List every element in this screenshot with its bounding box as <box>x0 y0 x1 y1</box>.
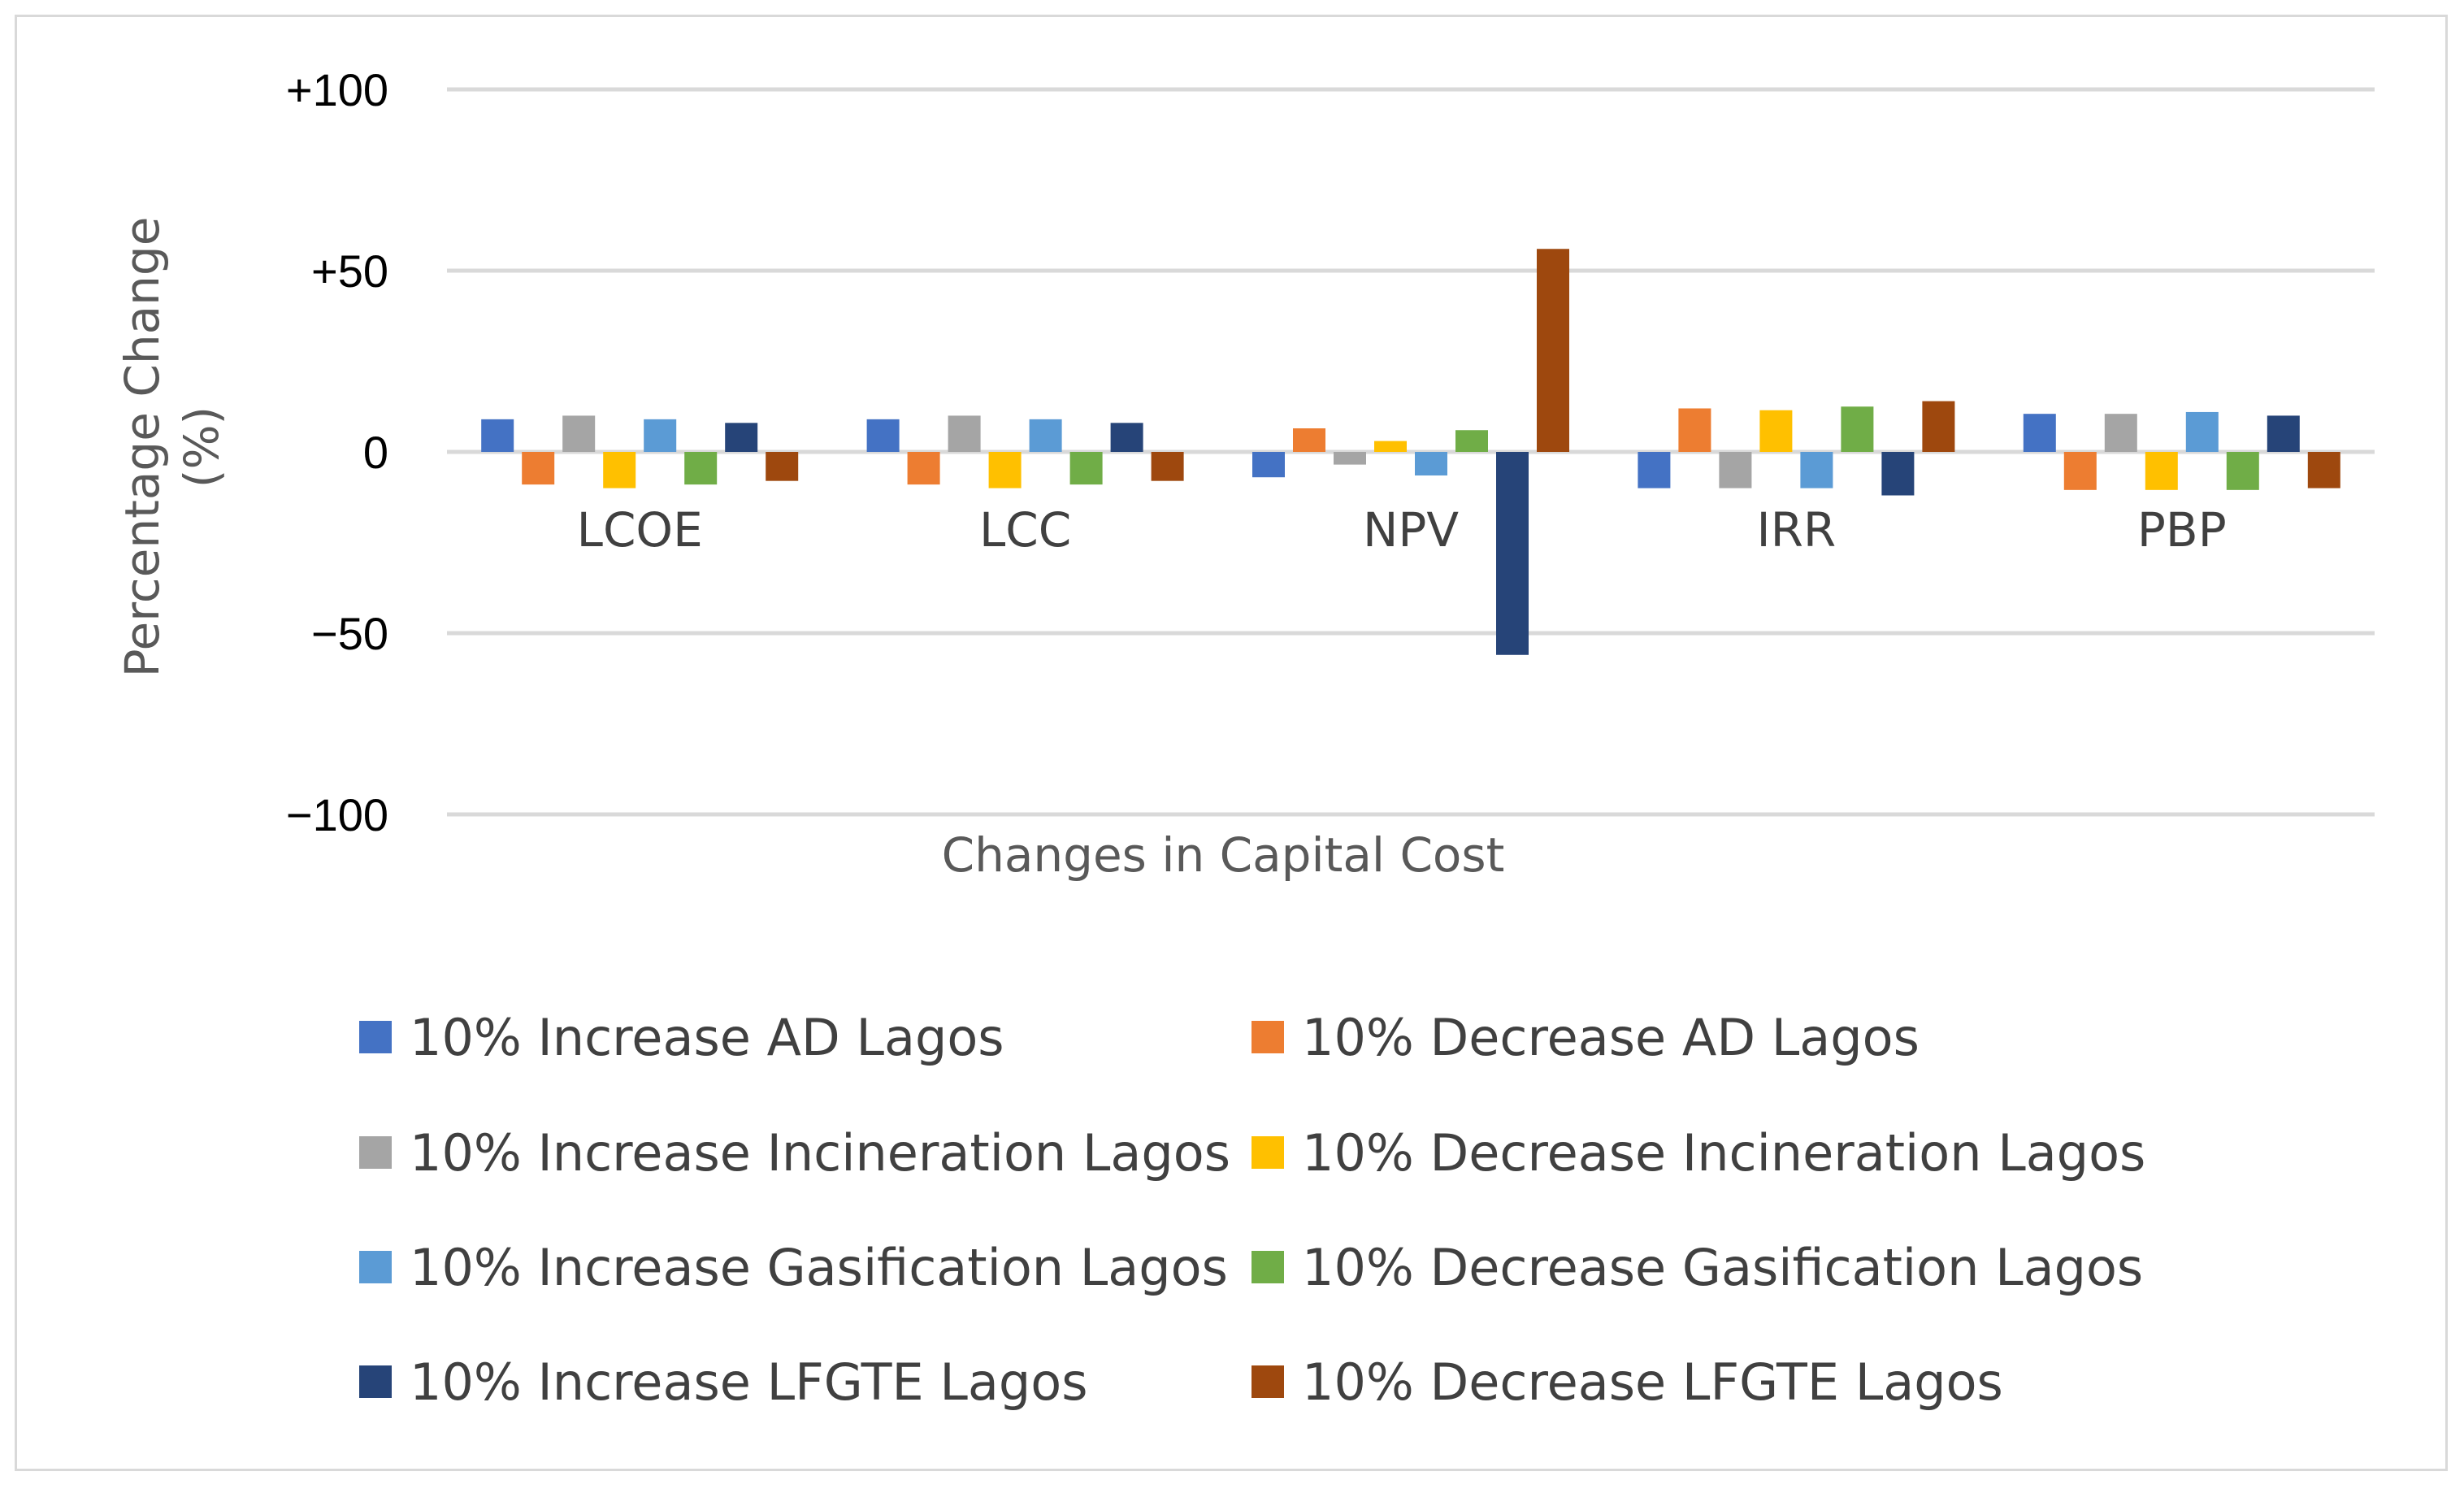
legend-label: 10% Decrease Gasification Lagos <box>1302 1238 2143 1297</box>
category-labels: LCOE LCC NPV IRR PBP <box>577 502 2227 558</box>
bar-lcoe-series-8 <box>766 452 799 481</box>
bar-pbp-series-7 <box>2267 415 2300 452</box>
bar-npv-series-2 <box>1293 428 1325 452</box>
chart-frame <box>15 15 2448 1471</box>
legend-label: 10% Increase LFGTE Lagos <box>410 1352 1088 1412</box>
legend-swatch <box>359 1136 392 1169</box>
bar-lcoe-series-5 <box>644 419 677 452</box>
bar-irr-series-8 <box>1922 401 1955 452</box>
y-tick-label: −50 <box>311 608 388 659</box>
legend-swatch <box>359 1251 392 1283</box>
bar-pbp-series-8 <box>2307 452 2340 488</box>
legend-swatch <box>359 1365 392 1398</box>
bar-lcc-series-1 <box>866 419 900 452</box>
y-axis-title-line2: (%) <box>174 406 229 488</box>
legend-item: 10% Decrease LFGTE Lagos <box>1252 1352 2003 1412</box>
bar-npv-series-6 <box>1455 430 1488 452</box>
bar-lcc-series-8 <box>1151 452 1184 481</box>
bar-lcoe-series-6 <box>684 452 718 485</box>
bar-npv-series-7 <box>1496 452 1529 655</box>
bar-irr-series-5 <box>1800 452 1833 488</box>
bar-lcc-series-7 <box>1110 423 1143 452</box>
bar-lcc-series-3 <box>948 415 981 452</box>
y-tick-label: 0 <box>363 427 388 478</box>
legend-swatch <box>359 1021 392 1053</box>
bar-irr-series-4 <box>1759 410 1793 452</box>
y-axis-ticks: +100 +50 0 −50 −100 <box>286 64 388 840</box>
legend-item: 10% Increase AD Lagos <box>359 1008 1004 1067</box>
y-tick-label: −100 <box>286 789 388 840</box>
y-axis-title-line1: Percentage Change <box>115 217 170 678</box>
bar-npv-series-4 <box>1374 441 1407 452</box>
bar-pbp-series-6 <box>2226 452 2259 490</box>
bar-irr-series-7 <box>1881 452 1915 496</box>
bar-npv-series-3 <box>1334 452 1366 465</box>
legend-label: 10% Decrease AD Lagos <box>1302 1008 1920 1067</box>
legend: 10% Increase AD Lagos 10% Decrease AD Lag… <box>359 1008 2145 1412</box>
legend-label: 10% Increase Gasification Lagos <box>410 1238 1228 1297</box>
bar-lcc-series-5 <box>1029 419 1062 452</box>
legend-item: 10% Increase Gasification Lagos <box>359 1238 1228 1297</box>
legend-label: 10% Increase Incineration Lagos <box>410 1123 1230 1183</box>
bar-pbp-series-3 <box>2104 414 2137 452</box>
bar-irr-series-3 <box>1719 452 1752 488</box>
legend-swatch <box>1252 1136 1284 1169</box>
x-axis-title: Changes in Capital Cost <box>942 827 1505 883</box>
bar-pbp-series-4 <box>2145 452 2178 490</box>
bar-lcoe-series-1 <box>481 419 514 452</box>
y-tick-label: +50 <box>311 245 388 297</box>
category-label-pbp: PBP <box>2137 502 2227 558</box>
bar-npv-series-8 <box>1537 249 1569 452</box>
bars <box>481 249 2340 655</box>
bar-pbp-series-2 <box>2063 452 2097 490</box>
category-label-lcoe: LCOE <box>577 502 703 558</box>
bar-lcoe-series-3 <box>562 415 596 452</box>
legend-swatch <box>1252 1021 1284 1053</box>
legend-label: 10% Decrease Incineration Lagos <box>1302 1123 2145 1183</box>
bar-pbp-series-1 <box>2023 414 2056 452</box>
category-label-irr: IRR <box>1757 502 1837 558</box>
bar-lcc-series-2 <box>907 452 940 485</box>
legend-item: 10% Increase Incineration Lagos <box>359 1123 1230 1183</box>
bar-lcoe-series-2 <box>522 452 555 485</box>
legend-label: 10% Decrease LFGTE Lagos <box>1302 1352 2003 1412</box>
legend-item: 10% Increase LFGTE Lagos <box>359 1352 1088 1412</box>
legend-item: 10% Decrease Incineration Lagos <box>1252 1123 2145 1183</box>
category-label-npv: NPV <box>1363 502 1459 558</box>
legend-swatch <box>1252 1251 1284 1283</box>
bar-irr-series-2 <box>1678 408 1711 452</box>
legend-swatch <box>1252 1365 1284 1398</box>
y-tick-label: +100 <box>286 64 388 115</box>
bar-lcoe-series-4 <box>603 452 636 488</box>
bar-lcc-series-6 <box>1069 452 1103 485</box>
legend-item: 10% Decrease Gasification Lagos <box>1252 1238 2143 1297</box>
bar-npv-series-1 <box>1252 452 1285 478</box>
bar-lcc-series-4 <box>988 452 1022 488</box>
bar-pbp-series-5 <box>2185 411 2219 452</box>
category-label-lcc: LCC <box>979 502 1071 558</box>
legend-item: 10% Decrease AD Lagos <box>1252 1008 1920 1067</box>
bar-irr-series-6 <box>1841 406 1874 452</box>
bar-npv-series-5 <box>1415 452 1447 475</box>
legend-label: 10% Increase AD Lagos <box>410 1008 1004 1067</box>
bar-irr-series-1 <box>1638 452 1671 488</box>
bar-lcoe-series-7 <box>725 423 758 452</box>
y-axis-title: Percentage Change (%) <box>115 217 229 678</box>
